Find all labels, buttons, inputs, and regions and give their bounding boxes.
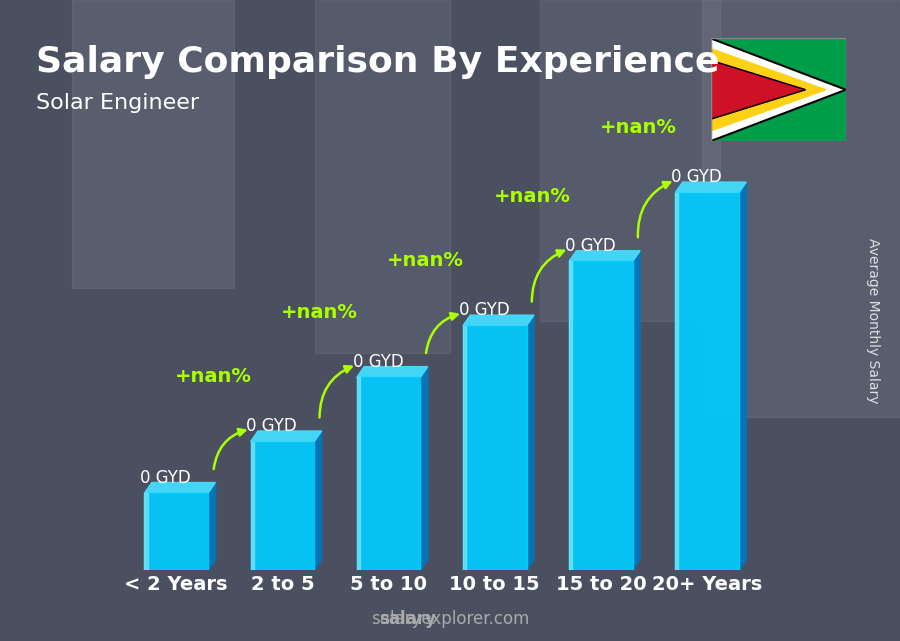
Polygon shape xyxy=(569,262,572,570)
FancyArrowPatch shape xyxy=(532,251,564,302)
Text: +nan%: +nan% xyxy=(175,367,252,386)
Bar xyxy=(72,0,234,288)
Polygon shape xyxy=(208,483,215,570)
Text: +nan%: +nan% xyxy=(493,187,571,206)
Polygon shape xyxy=(420,367,427,570)
Text: +nan%: +nan% xyxy=(281,303,358,322)
Polygon shape xyxy=(569,251,640,262)
Polygon shape xyxy=(711,60,806,119)
Polygon shape xyxy=(569,262,633,570)
Text: 0 GYD: 0 GYD xyxy=(247,417,297,435)
Polygon shape xyxy=(144,493,208,570)
Text: 0 GYD: 0 GYD xyxy=(353,353,403,371)
Bar xyxy=(540,0,720,320)
Polygon shape xyxy=(356,378,420,570)
Polygon shape xyxy=(463,326,526,570)
Bar xyxy=(315,0,450,353)
Polygon shape xyxy=(739,182,746,570)
Polygon shape xyxy=(711,38,846,141)
Text: 0 GYD: 0 GYD xyxy=(459,301,509,319)
FancyArrowPatch shape xyxy=(320,366,352,417)
Text: Average Monthly Salary: Average Monthly Salary xyxy=(866,238,880,403)
Polygon shape xyxy=(314,431,321,570)
Polygon shape xyxy=(463,315,534,326)
Polygon shape xyxy=(144,493,148,570)
Polygon shape xyxy=(633,251,640,570)
FancyArrowPatch shape xyxy=(426,313,457,353)
FancyArrowPatch shape xyxy=(638,182,670,237)
Polygon shape xyxy=(250,442,254,570)
Polygon shape xyxy=(250,431,321,442)
Polygon shape xyxy=(463,326,466,570)
Polygon shape xyxy=(675,193,739,570)
Text: Solar Engineer: Solar Engineer xyxy=(36,93,199,113)
Polygon shape xyxy=(356,378,360,570)
Text: +nan%: +nan% xyxy=(599,118,677,137)
Polygon shape xyxy=(526,315,534,570)
Polygon shape xyxy=(711,49,826,131)
Polygon shape xyxy=(675,182,746,193)
Text: 0 GYD: 0 GYD xyxy=(140,469,191,487)
Text: salaryexplorer.com: salaryexplorer.com xyxy=(371,610,529,628)
Text: Salary Comparison By Experience: Salary Comparison By Experience xyxy=(36,45,719,79)
Polygon shape xyxy=(356,367,428,378)
Text: 0 GYD: 0 GYD xyxy=(671,169,722,187)
Text: salary: salary xyxy=(379,610,436,628)
Polygon shape xyxy=(144,483,215,493)
Text: +nan%: +nan% xyxy=(387,251,464,270)
Text: 0 GYD: 0 GYD xyxy=(565,237,616,255)
Polygon shape xyxy=(675,193,679,570)
Bar xyxy=(702,0,900,417)
FancyArrowPatch shape xyxy=(213,429,245,469)
Polygon shape xyxy=(250,442,314,570)
